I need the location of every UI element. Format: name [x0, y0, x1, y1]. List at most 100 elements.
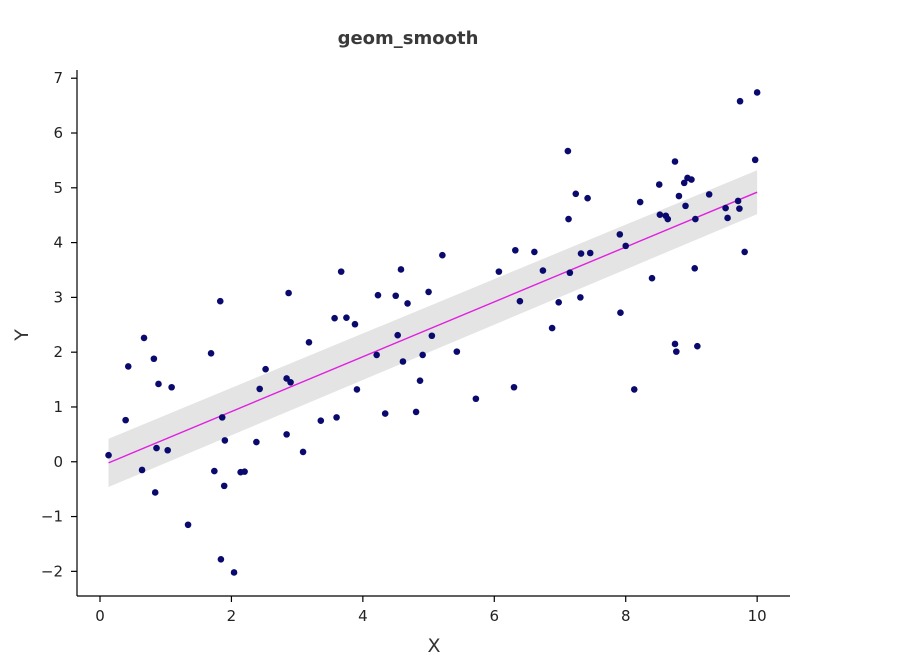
y-axis-ticks: −2 −1 0 1 2 3 4 5 6 7	[41, 69, 77, 580]
data-point	[577, 294, 584, 301]
x-tick-label: 10	[748, 607, 767, 625]
data-points-layer	[105, 89, 761, 576]
data-point	[230, 569, 238, 576]
data-point	[419, 351, 426, 359]
data-point	[287, 379, 294, 386]
data-point	[221, 437, 229, 444]
data-point	[122, 416, 129, 424]
data-point	[664, 215, 672, 223]
data-point	[241, 468, 248, 475]
data-point	[416, 377, 424, 384]
fit-line-layer	[108, 191, 758, 464]
data-point	[373, 351, 380, 359]
data-point	[655, 181, 663, 188]
data-point	[305, 339, 313, 346]
y-tick-label: 7	[53, 69, 63, 87]
data-point	[105, 451, 112, 459]
y-tick-label: 2	[53, 343, 63, 361]
data-point	[512, 246, 519, 254]
data-point	[572, 190, 580, 198]
y-tick-label: −2	[41, 562, 63, 580]
y-tick-label: 6	[53, 124, 63, 142]
x-tick-label: 0	[95, 607, 105, 625]
x-tick-label: 4	[358, 607, 368, 625]
data-point	[299, 448, 307, 456]
data-point	[397, 266, 405, 273]
data-point	[741, 248, 748, 256]
data-point	[564, 147, 572, 155]
data-point	[516, 297, 524, 305]
data-point	[343, 314, 350, 321]
x-axis-ticks: 0 2 4 6 8 10	[95, 596, 767, 625]
data-point	[616, 231, 624, 238]
data-point	[256, 385, 263, 393]
data-point	[648, 274, 656, 282]
data-point	[216, 297, 224, 305]
data-point	[351, 320, 359, 328]
data-point	[724, 214, 731, 222]
data-point	[680, 179, 688, 187]
data-point	[636, 198, 644, 206]
data-point	[211, 467, 218, 475]
data-point	[218, 414, 226, 421]
data-point	[671, 340, 679, 348]
data-point	[374, 291, 382, 299]
data-point	[692, 215, 699, 223]
data-point	[675, 192, 683, 200]
y-tick-label: 3	[53, 288, 63, 306]
data-point	[439, 251, 446, 259]
y-tick-label: 0	[53, 453, 63, 471]
data-point	[428, 332, 436, 340]
data-point	[381, 410, 389, 417]
data-point	[168, 383, 175, 391]
data-point	[656, 211, 664, 218]
data-point	[673, 348, 680, 355]
data-point	[736, 97, 744, 105]
data-point	[682, 202, 689, 210]
data-point	[622, 242, 630, 250]
data-point	[412, 408, 420, 416]
data-point	[220, 482, 228, 490]
data-point	[566, 269, 574, 277]
data-point	[283, 431, 290, 438]
data-point	[404, 300, 411, 307]
data-point	[539, 267, 547, 274]
data-point	[217, 555, 225, 563]
data-point	[691, 265, 699, 272]
data-point	[399, 358, 407, 365]
data-point	[548, 324, 556, 332]
data-point	[705, 191, 713, 198]
x-tick-label: 2	[227, 607, 237, 625]
data-point	[124, 363, 132, 370]
y-tick-label: 4	[53, 234, 63, 252]
data-point	[140, 334, 148, 342]
data-point	[151, 489, 159, 496]
data-point	[630, 386, 638, 393]
data-point	[734, 197, 742, 205]
confidence-band	[108, 170, 758, 487]
data-point	[331, 314, 338, 322]
data-point	[138, 466, 146, 474]
data-point	[688, 176, 695, 183]
x-axis-title: X	[427, 635, 440, 657]
data-point	[671, 158, 679, 165]
y-tick-label: 5	[53, 179, 63, 197]
data-point	[155, 380, 162, 388]
data-point	[510, 383, 518, 391]
x-tick-label: 8	[621, 607, 631, 625]
data-point	[453, 348, 461, 355]
data-point	[153, 444, 160, 452]
data-point	[425, 288, 432, 296]
data-point	[353, 386, 361, 393]
y-axis-title: Y	[11, 329, 33, 342]
data-point	[617, 309, 624, 317]
data-point	[253, 438, 260, 446]
data-point	[531, 248, 538, 256]
y-tick-label: 1	[53, 398, 63, 416]
chart-title: geom_smooth	[338, 28, 479, 49]
confidence-band-layer	[108, 170, 758, 487]
data-point	[207, 349, 215, 357]
data-point	[694, 342, 701, 350]
data-point	[262, 365, 269, 373]
